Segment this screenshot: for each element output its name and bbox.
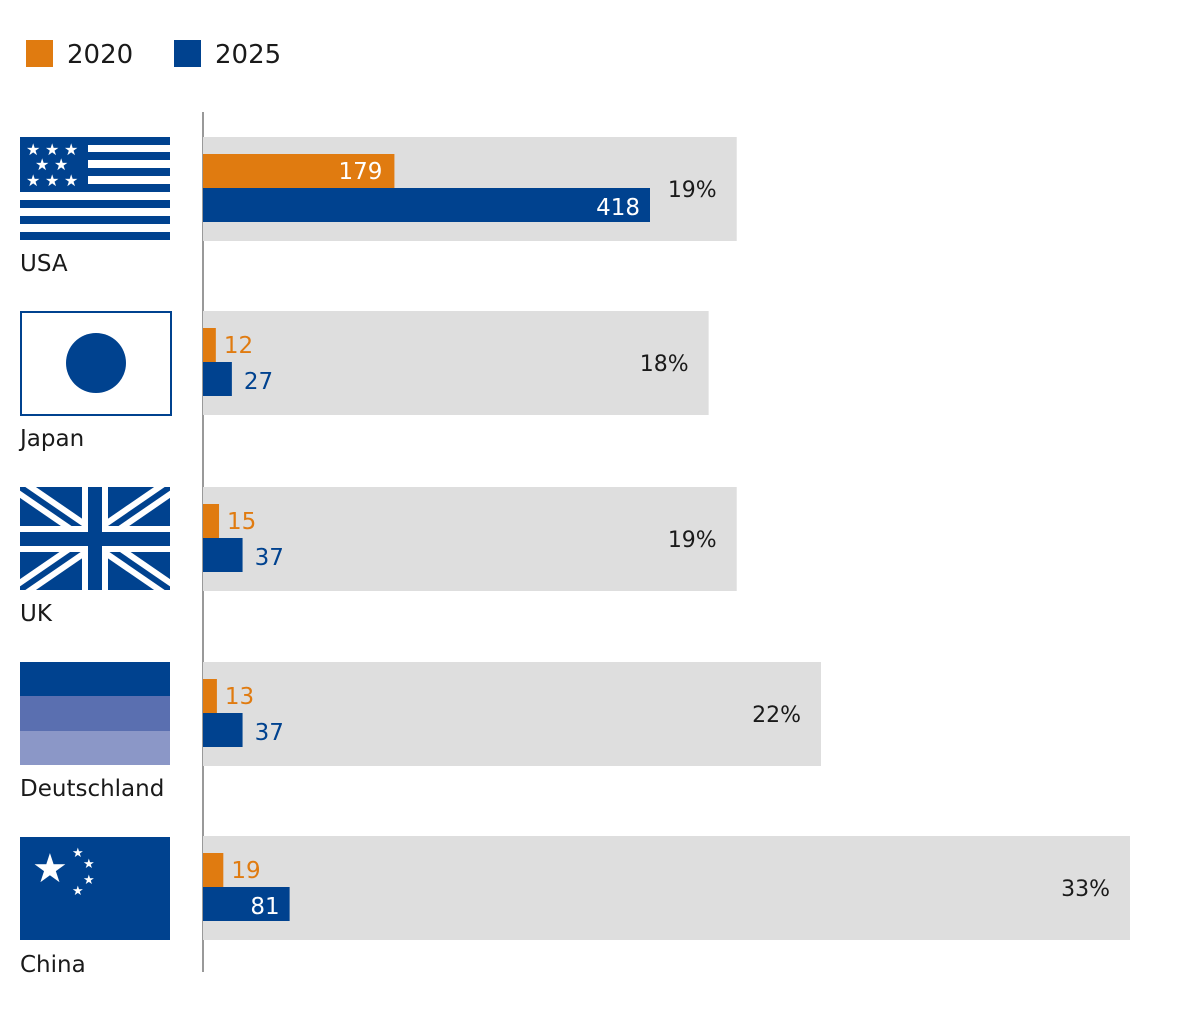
growth-label-deutschland: 22% [752,703,801,728]
svg-text:★: ★ [72,846,84,861]
svg-text:★: ★ [64,171,78,190]
bar-2025-china [203,887,290,921]
svg-text:★: ★ [64,140,78,159]
bar-2020-deutschland [203,679,217,713]
bar-2025-usa [203,188,650,222]
value-label-2020-japan: 12 [224,333,253,359]
usa-flag-icon: ★ ★ ★ ★ ★ ★ ★ ★ [20,137,170,240]
value-label-2025-usa: 418 [596,195,640,221]
japan-flag-icon [20,311,172,416]
legend-label-2020: 2020 [67,40,133,70]
country-label-japan: Japan [18,426,84,452]
legend-label-2025: 2025 [215,40,281,70]
growth-background-bar-china [203,836,1130,940]
bar-2020-china [203,853,224,887]
growth-background-bar-uk [203,487,737,591]
germany-flag-icon [20,662,170,765]
svg-text:★: ★ [26,140,40,159]
svg-text:★: ★ [83,873,95,888]
value-label-2020-deutschland: 13 [225,684,254,710]
growth-label-usa: 19% [668,178,717,203]
legend-swatch-2025 [174,40,201,67]
value-label-2025-china: 81 [250,894,279,920]
growth-label-japan: 18% [640,352,689,377]
growth-background-bar-deutschland [203,662,821,766]
svg-text:★: ★ [35,155,49,174]
value-label-2025-japan: 27 [244,369,273,395]
svg-text:★: ★ [54,155,68,174]
country-label-uk: UK [20,601,53,627]
china-flag-icon: ★ ★ ★ ★ ★ [20,837,170,940]
growth-label-china: 33% [1061,877,1110,902]
bar-2025-japan [203,362,232,396]
bar-2020-japan [203,328,216,362]
legend: 2020 2025 [26,40,281,70]
uk-flag-icon [20,487,170,590]
value-label-2020-china: 19 [231,858,260,884]
growth-label-uk: 19% [668,528,717,553]
svg-text:★: ★ [26,171,40,190]
country-label-china: China [20,952,86,978]
bar-2025-deutschland [203,713,243,747]
bar-2025-uk [203,538,243,572]
svg-text:★: ★ [45,140,59,159]
country-label-usa: USA [20,251,68,277]
value-label-2025-uk: 37 [255,545,284,571]
bar-2020-uk [203,504,220,538]
svg-text:★: ★ [72,884,84,899]
legend-swatch-2020 [26,40,53,67]
bar-2020-usa [203,154,395,188]
svg-text:★: ★ [83,857,95,872]
value-label-2020-uk: 15 [227,509,256,535]
growth-background-bar-japan [203,311,709,415]
svg-text:★: ★ [32,846,68,892]
svg-text:★: ★ [45,171,59,190]
value-label-2025-deutschland: 37 [255,720,284,746]
country-label-deutschland: Deutschland [20,776,164,802]
value-label-2020-usa: 179 [339,159,383,185]
